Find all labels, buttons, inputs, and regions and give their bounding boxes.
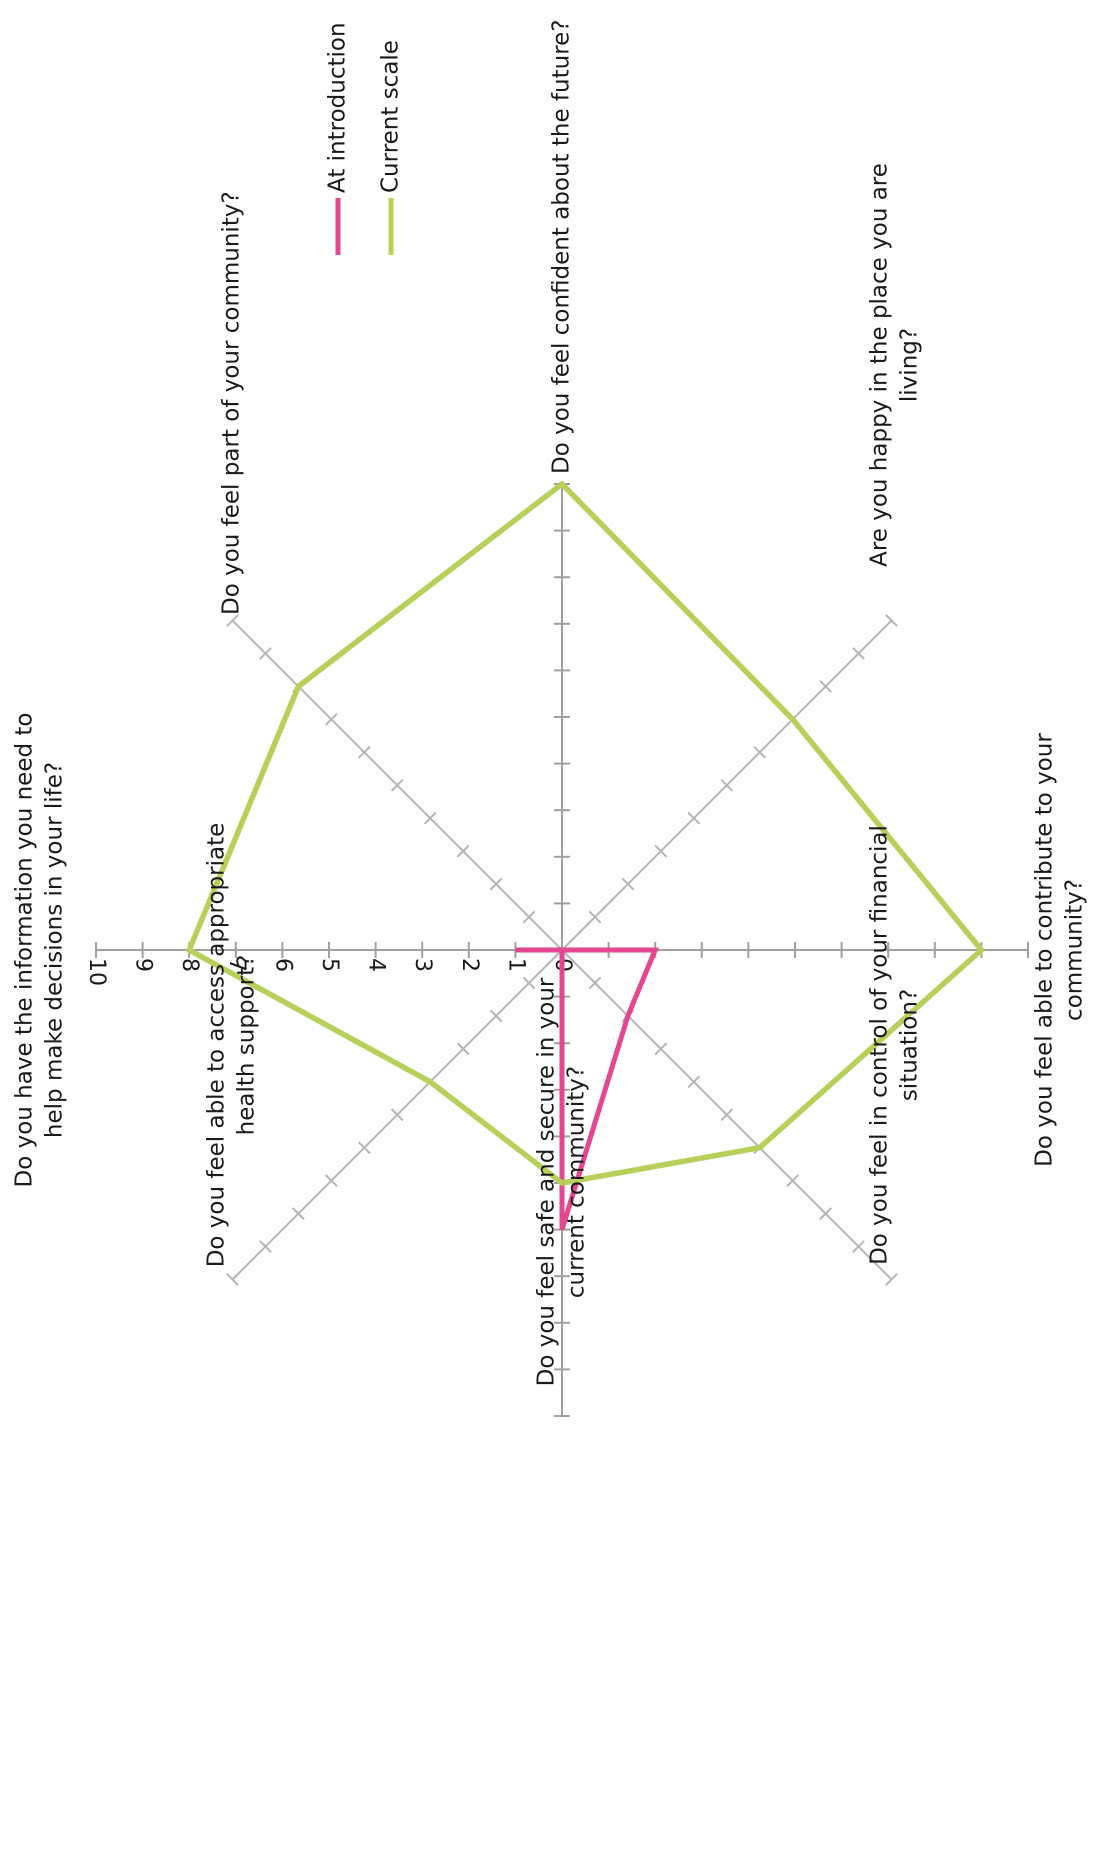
radar-axis-tick xyxy=(423,811,437,825)
radar-axis-tick xyxy=(852,647,865,660)
legend: At introduction Current scale xyxy=(325,22,404,255)
radar-axis-tick xyxy=(621,877,635,891)
radar-axis-tick xyxy=(259,647,272,660)
radar-axis-tick xyxy=(885,614,898,627)
tick-label: 5 xyxy=(317,958,342,972)
radar-axis-tick xyxy=(885,1273,898,1286)
radar-axis-tick xyxy=(324,1174,338,1188)
axis-label: Are you happy in the place you are xyxy=(867,163,893,567)
radar-axis-tick xyxy=(456,1042,470,1056)
axis-label: Do you feel able to contribute to your xyxy=(1032,733,1058,1167)
radar-axis-tick xyxy=(324,712,338,726)
radar-axis-tick xyxy=(390,778,404,792)
tick-label: 10 xyxy=(84,958,109,986)
radar-series xyxy=(185,480,986,1231)
radar-axis-tick xyxy=(522,976,536,990)
radar-axis-tick xyxy=(522,910,536,924)
radar-axis-tick xyxy=(687,1075,701,1089)
tick-label-group: 4 xyxy=(364,958,389,972)
radar-axis-tick xyxy=(292,1207,305,1220)
tick-label: 9 xyxy=(131,958,156,972)
axis-label-group: Are you happy in the place you are living… xyxy=(867,163,923,567)
radar-axes xyxy=(95,483,1029,1417)
tick-label-group: 10 xyxy=(84,958,109,986)
radar-axis-tick xyxy=(720,778,734,792)
radar-axis-tick xyxy=(786,1174,800,1188)
tick-label: 3 xyxy=(410,958,435,972)
axis-label: Do you feel part of your community? xyxy=(219,191,245,615)
tick-label-group: 1 xyxy=(503,958,528,972)
radar-axis-tick xyxy=(588,910,602,924)
axis-label: current community? xyxy=(564,1066,590,1298)
radar-axis-tick xyxy=(226,614,239,627)
radar-axis-tick xyxy=(654,844,668,858)
axis-label-group: Do you feel safe and secure in your curre… xyxy=(534,977,590,1386)
axis-label-group: Do you feel confident about the future? xyxy=(549,19,575,474)
radar-axis-tick xyxy=(720,1108,734,1122)
tick-label: 1 xyxy=(503,958,528,972)
radar-axis-tick xyxy=(819,680,832,693)
legend-item: Current scale xyxy=(378,40,404,193)
axis-label: Do you feel safe and secure in your xyxy=(534,977,560,1386)
radar-axis-tick xyxy=(819,1207,832,1220)
legend-label: Current scale xyxy=(378,40,404,193)
tick-label: 7 xyxy=(224,958,249,972)
axis-label-group: Do you feel part of your community? xyxy=(219,191,245,615)
axis-label: health support? xyxy=(234,955,260,1136)
tick-label-group: 3 xyxy=(410,958,435,972)
radar-axis-tick xyxy=(390,1108,404,1122)
axis-label-group: Do you feel able to contribute to your co… xyxy=(1032,733,1088,1167)
tick-label: 8 xyxy=(177,958,202,972)
tick-label-group: 6 xyxy=(270,958,295,972)
radar-axis-tick xyxy=(489,877,503,891)
radar-axis-tick xyxy=(588,976,602,990)
axis-label: help make decisions in your life? xyxy=(42,762,68,1138)
tick-label: 4 xyxy=(364,958,389,972)
tick-label: 2 xyxy=(457,958,482,972)
axis-labels: Do you have the information you need to h… xyxy=(12,19,1088,1386)
radar-axis-tick xyxy=(357,1141,371,1155)
radar-axis-tick xyxy=(687,811,701,825)
axis-label: Do you feel confident about the future? xyxy=(549,19,575,474)
tick-label-group: 5 xyxy=(317,958,342,972)
legend-item: At introduction xyxy=(325,22,351,193)
axis-label-group: Do you feel able to access appropriate he… xyxy=(204,823,260,1268)
radar-axis-tick xyxy=(259,1240,272,1253)
axis-label: living? xyxy=(897,328,923,402)
radar-axis-tick xyxy=(753,745,767,759)
radar-axis-tick xyxy=(852,1240,865,1253)
radar-axis-tick xyxy=(489,1009,503,1023)
legend-label: At introduction xyxy=(325,22,351,193)
radar-axis-tick xyxy=(456,844,470,858)
tick-label-group: 2 xyxy=(457,958,482,972)
axis-label: Do you feel able to access appropriate xyxy=(204,823,230,1268)
tick-label-group: 8 xyxy=(177,958,202,972)
tick-label-group: 7 xyxy=(224,958,249,972)
axis-label: community? xyxy=(1062,879,1088,1021)
tick-label: 6 xyxy=(270,958,295,972)
axis-label-group: Do you feel in control of your financial… xyxy=(867,825,923,1265)
radar-axis-tick xyxy=(357,745,371,759)
radar-axis-tick xyxy=(654,1042,668,1056)
axis-label: situation? xyxy=(897,989,923,1101)
tick-label-group: 9 xyxy=(131,958,156,972)
axis-label: Do you have the information you need to xyxy=(12,713,38,1188)
axis-label-group: Do you have the information you need to h… xyxy=(12,713,68,1188)
axis-label: Do you feel in control of your financial xyxy=(867,825,893,1265)
radar-axis-tick xyxy=(226,1273,239,1286)
